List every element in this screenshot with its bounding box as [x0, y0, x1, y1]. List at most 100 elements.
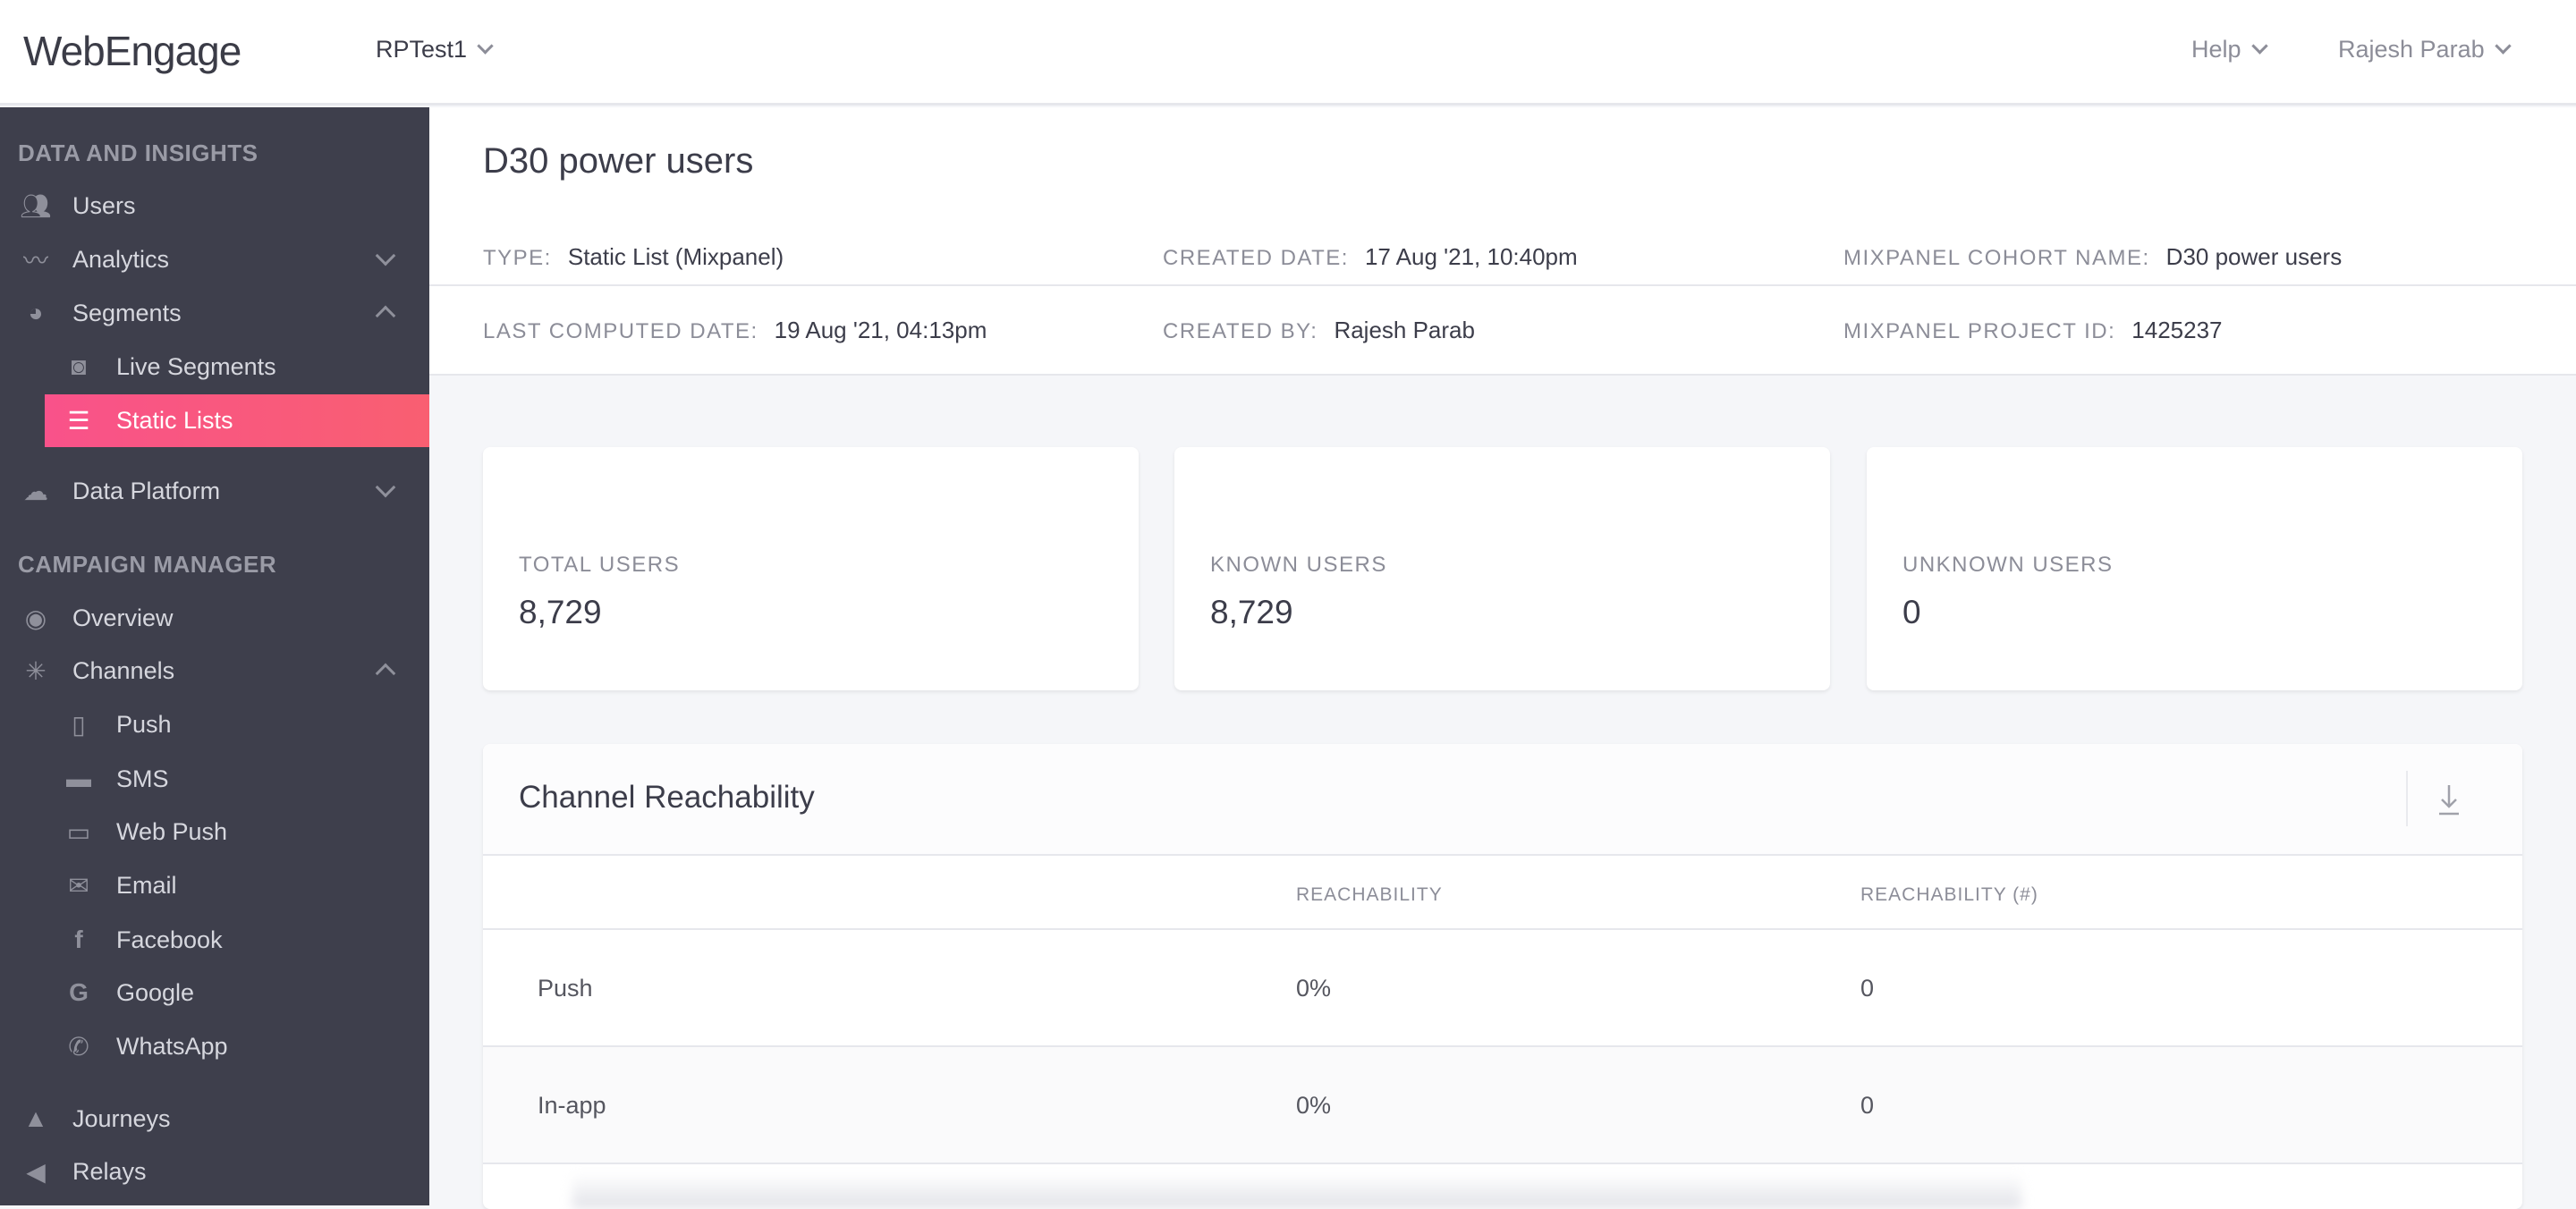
sidebar-item-label: Analytics — [72, 245, 170, 273]
card-label: TOTAL USERS — [519, 553, 681, 577]
known-users-card: KNOWN USERS 8,729 — [1174, 447, 1830, 690]
sidebar-item-label: Web Push — [116, 817, 228, 845]
sidebar-item-label: Users — [72, 191, 136, 219]
cohort-name-field: MIXPANEL COHORT NAME: D30 power users — [1843, 243, 2342, 271]
chevron-up-icon — [375, 305, 396, 326]
card-label: KNOWN USERS — [1210, 553, 1387, 577]
unknown-users-card: UNKNOWN USERS 0 — [1867, 447, 2522, 690]
sidebar-item-label: Push — [116, 710, 172, 738]
sidebar-item-label: Segments — [72, 299, 182, 326]
whatsapp-icon: ✆ — [68, 1032, 89, 1061]
sidebar-item-label: Static Lists — [116, 407, 233, 434]
sidebar-item-analytics[interactable]: 〰 Analytics — [0, 234, 429, 284]
rocket-icon: ▲ — [23, 1104, 48, 1132]
sidebar: DATA AND INSIGHTS 👥︎ Users 〰 Analytics ◕ Se… — [0, 107, 429, 1205]
eye-icon: ◉ — [24, 604, 47, 632]
sidebar-item-push[interactable]: ▯ Push — [0, 699, 429, 749]
section-campaign-manager: CAMPAIGN MANAGER — [18, 551, 277, 578]
card-value: 0 — [1902, 594, 1921, 630]
sidebar-item-users[interactable]: 👥︎ Users — [0, 181, 429, 231]
field-label: LAST COMPUTED DATE: — [483, 319, 758, 343]
table-row: Push 0% 0 — [483, 930, 2522, 1047]
facebook-icon: f — [74, 926, 83, 953]
sidebar-item-facebook[interactable]: f Facebook — [0, 915, 429, 965]
chevron-down-icon — [2494, 38, 2512, 55]
sidebar-item-label: SMS — [116, 765, 169, 792]
help-menu[interactable]: Help — [2191, 36, 2268, 63]
type-field: TYPE: Static List (Mixpanel) — [483, 243, 784, 271]
list-icon: ☰ — [67, 407, 90, 435]
field-value: Rajesh Parab — [1334, 317, 1475, 343]
field-label: TYPE: — [483, 246, 552, 270]
sidebar-item-channels[interactable]: ✳ Channels — [0, 646, 429, 696]
sidebar-item-relays[interactable]: ◀ Relays — [0, 1146, 429, 1196]
sidebar-item-journeys[interactable]: ▲ Journeys — [0, 1094, 429, 1144]
user-name: Rajesh Parab — [2338, 36, 2485, 63]
project-switcher[interactable]: RPTest1 — [376, 36, 494, 63]
sidebar-item-label: Journeys — [72, 1104, 171, 1132]
sidebar-item-whatsapp[interactable]: ✆ WhatsApp — [0, 1021, 429, 1071]
sidebar-item-web-push[interactable]: ▭ Web Push — [0, 807, 429, 857]
card-title: Channel Reachability — [519, 780, 815, 815]
sidebar-item-static-lists[interactable]: ☰ Static Lists — [45, 394, 429, 447]
project-id-field: MIXPANEL PROJECT ID: 1425237 — [1843, 317, 2223, 344]
field-value: 1425237 — [2131, 317, 2223, 343]
column-header-reachability-count: REACHABILITY (#) — [1860, 884, 2038, 905]
channel-name: Push — [538, 975, 593, 1002]
sidebar-item-overview[interactable]: ◉ Overview — [0, 593, 429, 643]
card-value: 8,729 — [1210, 594, 1293, 630]
card-header: Channel Reachability — [483, 744, 2522, 856]
sidebar-item-live-segments[interactable]: ◙ Live Segments — [0, 342, 429, 392]
table-row: In-app 0% 0 — [483, 1047, 2522, 1164]
total-users-card: TOTAL USERS 8,729 — [483, 447, 1139, 690]
channel-reachability-card: Channel Reachability REACHABILITY REACHA… — [483, 744, 2522, 1209]
megaphone-icon: ◀ — [26, 1157, 46, 1186]
field-value: 19 Aug '21, 04:13pm — [774, 317, 987, 343]
card-value: 8,729 — [519, 594, 602, 630]
sidebar-item-label: Channels — [72, 656, 175, 684]
webengage-logo[interactable]: WebEngage — [23, 28, 242, 74]
sidebar-item-segments[interactable]: ◕ Segments — [0, 288, 429, 338]
email-icon: ✉ — [68, 871, 89, 900]
channel-name: In-app — [538, 1092, 606, 1119]
pie-chart-icon: ◕ — [28, 299, 44, 326]
field-label: MIXPANEL COHORT NAME: — [1843, 246, 2150, 270]
created-date-field: CREATED DATE: 17 Aug '21, 10:40pm — [1163, 243, 1578, 271]
card-label: UNKNOWN USERS — [1902, 553, 2114, 577]
created-by-field: CREATED BY: Rajesh Parab — [1163, 317, 1475, 344]
page-title: D30 power users — [483, 141, 754, 181]
user-menu[interactable]: Rajesh Parab — [2338, 36, 2512, 63]
field-label: CREATED DATE: — [1163, 246, 1349, 270]
sidebar-item-label: Relays — [72, 1157, 147, 1185]
sidebar-item-label: Google — [116, 978, 195, 1006]
table-header: REACHABILITY REACHABILITY (#) — [483, 856, 2522, 930]
field-label: MIXPANEL PROJECT ID: — [1843, 319, 2116, 343]
sidebar-item-label: Live Segments — [116, 352, 276, 380]
field-value: 17 Aug '21, 10:40pm — [1364, 243, 1578, 270]
top-header: WebEngage RPTest1 Help Rajesh Parab — [0, 0, 2576, 106]
divider — [2406, 771, 2408, 826]
sidebar-item-label: Facebook — [116, 926, 223, 953]
chevron-down-icon — [477, 38, 494, 55]
sidebar-item-label: WhatsApp — [116, 1032, 228, 1060]
sms-icon: ▬ — [66, 765, 91, 792]
column-header-reachability: REACHABILITY — [1296, 884, 1443, 905]
chevron-down-icon — [375, 245, 396, 266]
scroll-shadow — [572, 1173, 2021, 1209]
divider — [429, 284, 2576, 286]
cloud-icon: ☁ — [23, 477, 48, 505]
analytics-icon: 〰 — [22, 247, 48, 275]
sidebar-item-label: Data Platform — [72, 477, 221, 504]
download-icon[interactable] — [2436, 783, 2462, 816]
field-value: D30 power users — [2165, 243, 2343, 270]
sidebar-item-email[interactable]: ✉ Email — [0, 860, 429, 910]
browser-icon: ▭ — [66, 817, 91, 846]
sidebar-item-data-platform[interactable]: ☁ Data Platform — [0, 466, 429, 516]
sidebar-item-google[interactable]: G Google — [0, 968, 429, 1018]
chevron-down-icon — [375, 477, 396, 498]
chevron-down-icon — [2250, 38, 2268, 55]
sidebar-item-label: Overview — [72, 604, 174, 631]
sidebar-item-sms[interactable]: ▬ SMS — [0, 754, 429, 804]
reachability-percent: 0% — [1296, 1092, 1332, 1119]
project-name: RPTest1 — [376, 36, 468, 63]
